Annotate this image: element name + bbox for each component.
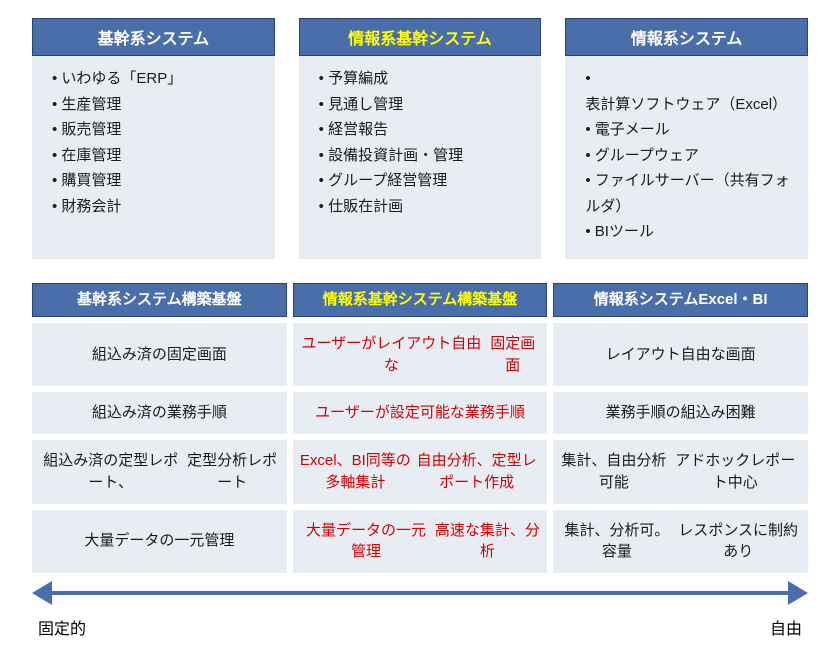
top-columns: 基幹系システム いわゆる「ERP」生産管理販売管理在庫管理購買管理財務会計 情報… [32,18,808,259]
list-item: 販売管理 [52,117,261,143]
axis-right-label: 自由 [770,615,802,639]
list-item: 設備投資計画・管理 [319,143,528,169]
list-item: グループウェア [585,143,794,169]
list-item: 財務会計 [52,194,261,220]
grid-cell-2-0: 組込み済の定型レポート、定型分析レポート [32,440,287,504]
grid-cell-2-2: 集計、自由分析可能アドホックレポート中心 [553,440,808,504]
grid-cell-1-2: 業務手順の組込み困難 [553,392,808,434]
arrow-line [46,591,794,595]
grid-header-0: 基幹系システム構築基盤 [32,283,287,317]
list-item: 予算編成 [319,66,528,92]
list-item: グループ経営管理 [319,168,528,194]
top-col-body-1: 予算編成見通し管理経営報告設備投資計画・管理グループ経営管理仕販在計画 [299,56,542,259]
list-item: ファイルサーバー（共有フォルダ） [585,168,794,219]
top-col-list-1: 予算編成見通し管理経営報告設備投資計画・管理グループ経営管理仕販在計画 [313,66,528,219]
top-col-2: 情報系システム 表計算ソフトウェア（Excel）電子メールグループウェアファイル… [565,18,808,259]
top-col-body-0: いわゆる「ERP」生産管理販売管理在庫管理購買管理財務会計 [32,56,275,259]
grid-cell-1-0: 組込み済の業務手順 [32,392,287,434]
list-item: 購買管理 [52,168,261,194]
top-col-1: 情報系基幹システム 予算編成見通し管理経営報告設備投資計画・管理グループ経営管理… [299,18,542,259]
axis-left-label: 固定的 [38,615,86,639]
top-col-header-0: 基幹系システム [32,18,275,56]
top-col-list-2: 表計算ソフトウェア（Excel）電子メールグループウェアファイルサーバー（共有フ… [579,66,794,245]
list-item: 生産管理 [52,92,261,118]
list-item: 表計算ソフトウェア（Excel） [585,66,794,117]
grid-cell-0-2: レイアウト自由な画面 [553,323,808,387]
axis-labels: 固定的 自由 [32,615,808,639]
grid-cell-2-1: Excel、BI同等の多軸集計自由分析、定型レポート作成 [293,440,548,504]
list-item: 電子メール [585,117,794,143]
comparison-grid: 基幹系システム構築基盤情報系基幹システム構築基盤情報系システムExcel・BI 組… [32,283,808,574]
grid-cell-0-0: 組込み済の固定画面 [32,323,287,387]
list-item: 見通し管理 [319,92,528,118]
axis-arrow [32,581,808,611]
top-col-header-1: 情報系基幹システム [299,18,542,56]
top-col-0: 基幹系システム いわゆる「ERP」生産管理販売管理在庫管理購買管理財務会計 [32,18,275,259]
list-item: 在庫管理 [52,143,261,169]
grid-cell-3-0: 大量データの一元管理 [32,510,287,574]
top-col-body-2: 表計算ソフトウェア（Excel）電子メールグループウェアファイルサーバー（共有フ… [565,56,808,259]
top-col-list-0: いわゆる「ERP」生産管理販売管理在庫管理購買管理財務会計 [46,66,261,219]
list-item: いわゆる「ERP」 [52,66,261,92]
list-item: BIツール [585,219,794,245]
grid-cell-1-1: ユーザーが設定可能な業務手順 [293,392,548,434]
top-col-header-2: 情報系システム [565,18,808,56]
grid-cell-0-1: ユーザーがレイアウト自由な固定画面 [293,323,548,387]
arrow-head-right [788,581,808,605]
list-item: 経営報告 [319,117,528,143]
list-item: 仕販在計画 [319,194,528,220]
grid-cell-3-1: 大量データの一元管理高速な集計、分析 [293,510,548,574]
grid-header-1: 情報系基幹システム構築基盤 [293,283,548,317]
grid-header-2: 情報系システムExcel・BI [553,283,808,317]
grid-cell-3-2: 集計、分析可。容量レスポンスに制約あり [553,510,808,574]
